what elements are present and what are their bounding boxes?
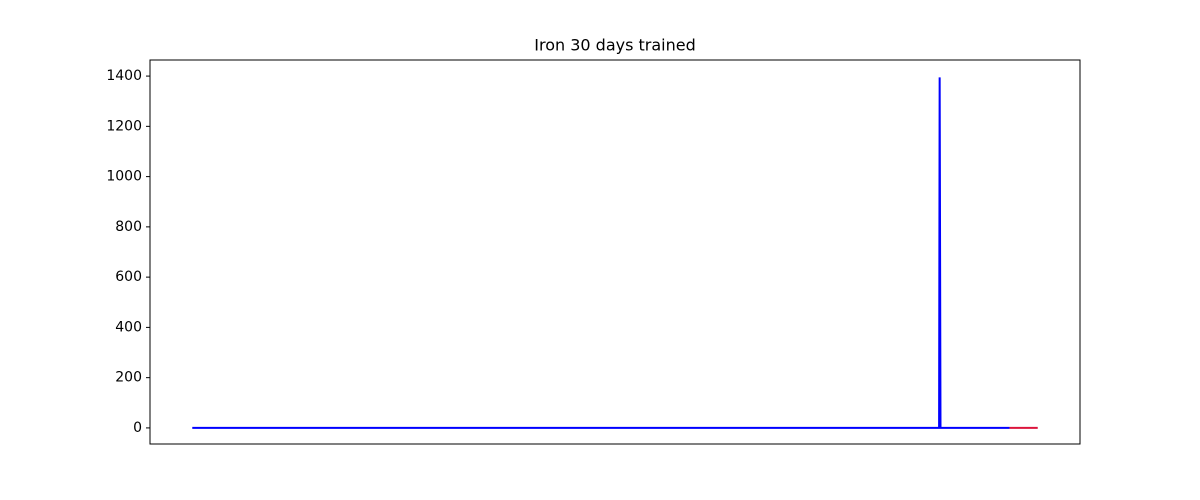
y-tick-label: 1000 <box>106 169 142 185</box>
plot-frame <box>149 59 1081 445</box>
y-tick-label: 800 <box>115 219 142 235</box>
y-tick-label: 1400 <box>106 68 142 84</box>
y-tick-label: 1200 <box>106 118 142 134</box>
y-tick-label: 600 <box>115 269 142 285</box>
y-tick-label: 400 <box>115 319 142 335</box>
y-tick-label: 200 <box>115 370 142 386</box>
series-line <box>192 77 1010 429</box>
y-tick-label: 0 <box>133 420 142 436</box>
chart-title: Iron 30 days trained <box>534 36 696 55</box>
